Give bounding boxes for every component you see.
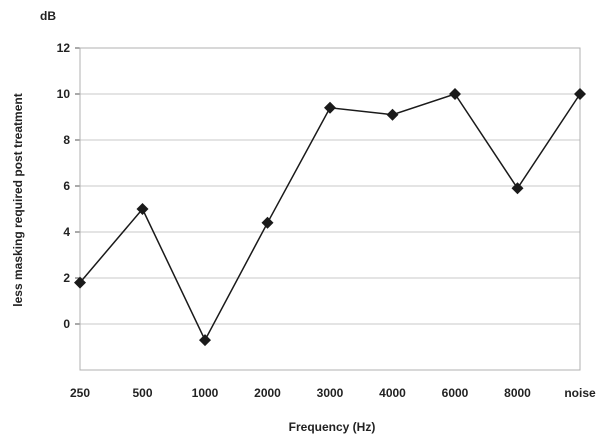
data-point-500 bbox=[136, 203, 149, 215]
data-markers bbox=[74, 88, 586, 347]
data-point-2000 bbox=[261, 216, 274, 229]
x-tick-label: 4000 bbox=[379, 386, 406, 400]
gridlines bbox=[75, 47, 580, 325]
x-tick-labels: 250 500 1000 2000 3000 4000 6000 8000 noise bbox=[70, 386, 596, 400]
x-tick-label: noise bbox=[564, 386, 596, 400]
y-tick-labels: 12 10 8 6 4 2 0 bbox=[57, 41, 71, 331]
x-axis-title: Frequency (Hz) bbox=[289, 420, 376, 434]
y-tick-label: 8 bbox=[63, 133, 70, 147]
x-tick-label: 1000 bbox=[192, 386, 219, 400]
x-tick-label: 500 bbox=[132, 386, 152, 400]
y-tick-label: 0 bbox=[63, 317, 70, 331]
data-point-250 bbox=[74, 276, 86, 289]
y-tick-label: 2 bbox=[63, 271, 70, 285]
data-point-1000 bbox=[199, 334, 211, 347]
x-tick-label: 6000 bbox=[442, 386, 469, 400]
plot-frame bbox=[79, 47, 581, 371]
data-point-4000 bbox=[386, 108, 399, 121]
y-tick-label: 4 bbox=[63, 225, 70, 239]
x-tick-label: 3000 bbox=[317, 386, 344, 400]
y-tick-label: 6 bbox=[63, 179, 70, 193]
x-tick-label: 8000 bbox=[504, 386, 531, 400]
y-unit-label: dB bbox=[40, 9, 56, 23]
y-tick-label: 10 bbox=[57, 87, 71, 101]
data-point-8000 bbox=[511, 182, 524, 195]
x-tick-label: 250 bbox=[70, 386, 90, 400]
y-tick-label: 12 bbox=[57, 41, 71, 55]
y-axis-title: less masking required post treatment bbox=[11, 93, 25, 306]
data-point-noise bbox=[574, 88, 586, 100]
x-tick-label: 2000 bbox=[254, 386, 281, 400]
series-line bbox=[79, 93, 581, 342]
data-point-6000 bbox=[449, 88, 461, 100]
data-point-3000 bbox=[324, 101, 336, 114]
